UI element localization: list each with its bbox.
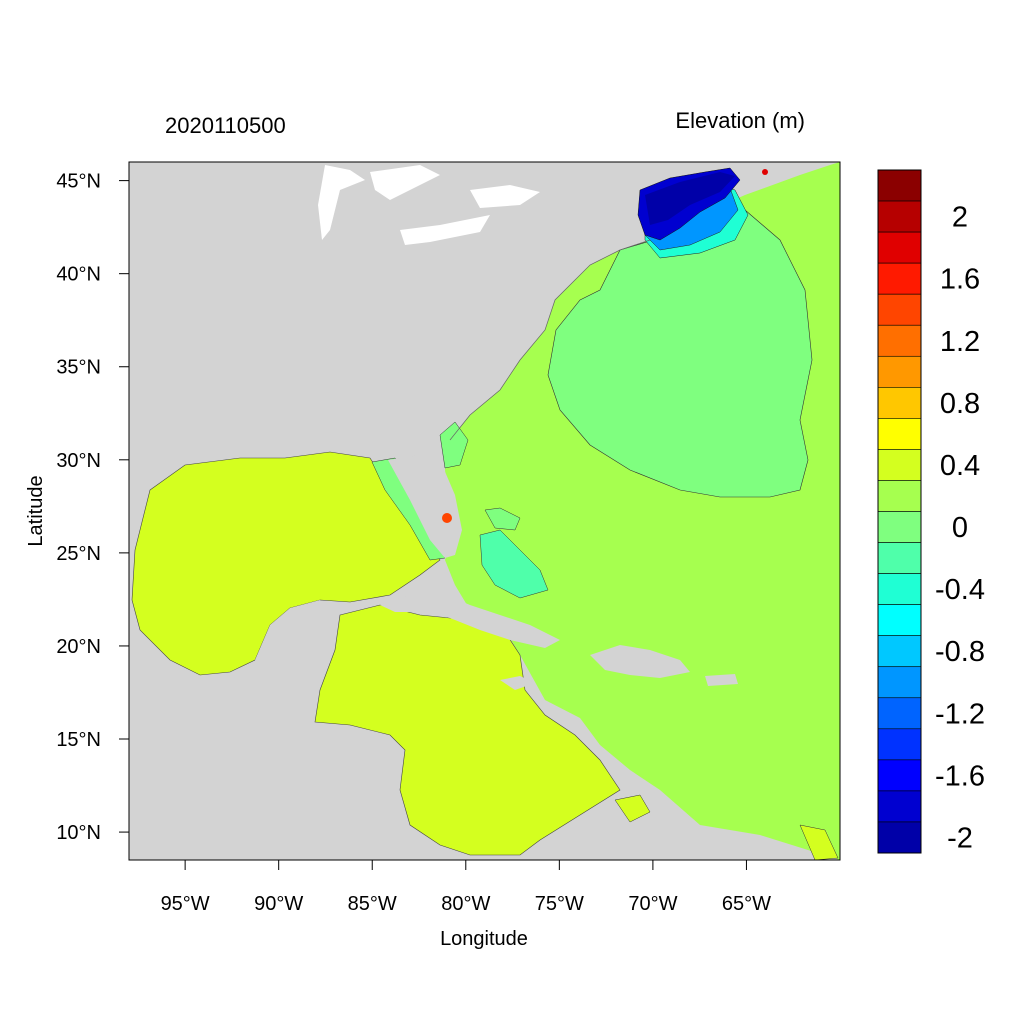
latitude-axis: 45°N 40°N 35°N 30°N 25°N 20°N 15°N 10°N bbox=[56, 171, 129, 844]
colorbar-tick-label: -1.2 bbox=[935, 698, 985, 730]
lat-tick-label: 35°N bbox=[56, 357, 101, 379]
trinidad-shelf bbox=[799, 824, 839, 860]
colorbar-bin bbox=[877, 635, 922, 668]
jamaica-land bbox=[500, 676, 535, 690]
colorbar-bin bbox=[877, 355, 922, 388]
colorbar-tick-label: -2 bbox=[947, 822, 973, 854]
colorbar-bin bbox=[877, 480, 922, 512]
surge-zone-deep bbox=[645, 172, 735, 225]
colorbar-bin bbox=[877, 169, 922, 202]
colorbar-frame bbox=[877, 169, 922, 854]
lon-tick-label: 70°W bbox=[628, 893, 677, 915]
positive-hotspot-florida bbox=[442, 513, 452, 523]
lat-tick-label: 10°N bbox=[56, 822, 101, 844]
puerto-rico-land bbox=[705, 674, 738, 686]
colorbar-bin bbox=[877, 759, 922, 792]
y-axis-label: Latitude bbox=[25, 475, 47, 546]
colorbar-tick-label: 0.4 bbox=[940, 450, 980, 482]
bahamas-shelf-north bbox=[484, 507, 521, 531]
lon-tick-label: 80°W bbox=[441, 893, 490, 915]
colorbar-bin bbox=[877, 262, 922, 295]
gulf-of-mexico-region bbox=[131, 451, 441, 676]
great-lakes bbox=[318, 165, 540, 245]
colorbar-bin bbox=[877, 604, 922, 636]
colorbar-tick-label: 1.6 bbox=[940, 264, 980, 296]
east-coast-outline bbox=[449, 239, 651, 441]
lat-tick-label: 25°N bbox=[56, 543, 101, 565]
colorbar-bin bbox=[877, 200, 922, 233]
elevation-colorbar: 2 1.6 1.2 0.8 0.4 0 -0.4 -0.8 -1.2 -1.6 -2 bbox=[877, 169, 985, 854]
lat-tick-label: 20°N bbox=[56, 636, 101, 658]
cuba-land bbox=[380, 592, 560, 648]
colorbar-bin bbox=[877, 821, 922, 854]
colorbar-bin bbox=[877, 790, 922, 823]
map-panel bbox=[129, 162, 840, 860]
negative-anomaly-region bbox=[547, 209, 813, 498]
florida-land bbox=[388, 455, 462, 558]
yucatan-land bbox=[255, 600, 335, 722]
bahamas-shelf bbox=[479, 529, 549, 599]
colorbar-bin bbox=[877, 728, 922, 761]
lat-tick-label: 40°N bbox=[56, 264, 101, 286]
colorbar-tick-label: -1.6 bbox=[935, 760, 985, 792]
x-axis-label: Longitude bbox=[440, 928, 528, 950]
carolina-shelf bbox=[439, 421, 469, 469]
colorbar-tick-label: -0.8 bbox=[935, 636, 985, 668]
lon-tick-label: 65°W bbox=[722, 893, 771, 915]
colorbar-tick-label: 1.2 bbox=[940, 326, 980, 358]
colorbar-bin bbox=[877, 511, 922, 543]
colorbar-bin bbox=[877, 387, 922, 419]
lat-tick-label: 15°N bbox=[56, 729, 101, 751]
positive-hotspot-nova-scotia bbox=[762, 169, 768, 175]
date-label: 2020110500 bbox=[165, 113, 286, 138]
colorbar-bin bbox=[877, 666, 922, 699]
colorbar-bin bbox=[877, 542, 922, 574]
colorbar-tick-label: 2 bbox=[952, 202, 968, 234]
map-title: Elevation (m) bbox=[675, 108, 805, 133]
colorbar-bin bbox=[877, 418, 922, 450]
colorbar-bin bbox=[877, 697, 922, 730]
lon-tick-label: 95°W bbox=[161, 893, 210, 915]
lon-tick-label: 85°W bbox=[348, 893, 397, 915]
map-frame bbox=[128, 161, 841, 861]
lon-tick-label: 90°W bbox=[254, 893, 303, 915]
colorbar-bin bbox=[877, 231, 922, 264]
hispaniola-land bbox=[590, 645, 690, 678]
venezuela-shelf bbox=[614, 794, 651, 823]
colorbar-tick-label: -0.4 bbox=[935, 574, 985, 606]
colorbar-tick-label: 0.8 bbox=[940, 388, 980, 420]
longitude-axis: 95°W 90°W 85°W 80°W 75°W 70°W 65°W bbox=[161, 860, 771, 915]
colorbar-tick-label: 0 bbox=[952, 512, 968, 544]
lon-tick-label: 75°W bbox=[535, 893, 584, 915]
colorbar-bin bbox=[877, 573, 922, 605]
colorbar-bin bbox=[877, 293, 922, 326]
lat-tick-label: 45°N bbox=[56, 171, 101, 193]
colorbar-bin bbox=[877, 324, 922, 357]
lat-tick-label: 30°N bbox=[56, 450, 101, 472]
colorbar-bin bbox=[877, 449, 922, 481]
